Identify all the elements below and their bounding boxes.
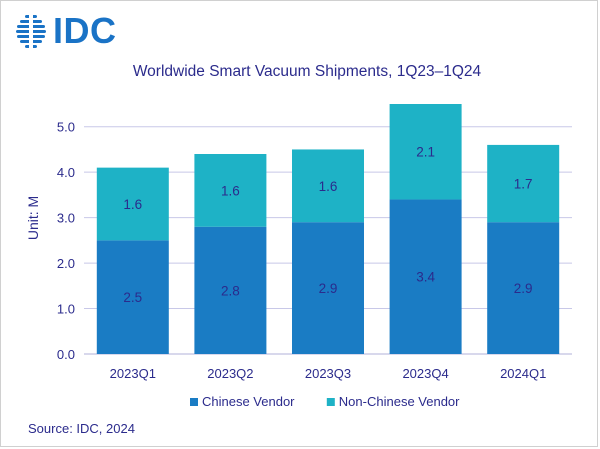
bar-segment (292, 149, 364, 223)
legend-swatch (326, 398, 335, 406)
bar-segment (194, 154, 267, 227)
bar-segment (96, 167, 169, 241)
data-label: 1.6 (123, 197, 142, 212)
y-tick-label: 5.0 (57, 120, 75, 135)
bar-segment (389, 199, 462, 354)
idc-logo: IDC (15, 10, 117, 51)
bar-segment (96, 240, 169, 354)
y-tick-label: 3.0 (57, 211, 75, 226)
data-label: 2.9 (319, 281, 338, 296)
chart-title: Worldwide Smart Vacuum Shipments, 1Q23–1… (133, 63, 482, 80)
bar-segment (292, 222, 364, 354)
data-label: 1.6 (319, 179, 338, 194)
x-tick-label: 2023Q2 (207, 366, 253, 381)
x-tick-label: 2024Q1 (500, 366, 546, 381)
bar-segment (194, 226, 267, 354)
data-label: 2.8 (221, 283, 240, 298)
y-tick-label: 0.0 (57, 347, 75, 362)
bar-segment (487, 144, 560, 223)
x-tick-label: 2023Q3 (305, 366, 351, 381)
y-tick-label: 4.0 (57, 165, 75, 180)
legend-swatch (190, 398, 198, 406)
bar-segment (487, 222, 560, 354)
logo-text: IDC (53, 10, 117, 51)
data-label: 1.7 (514, 177, 533, 192)
legend-label: Chinese Vendor (202, 394, 295, 409)
y-axis-label: Unit: M (25, 196, 41, 240)
globe-icon (16, 14, 46, 48)
data-label: 2.1 (416, 145, 435, 160)
data-label: 2.9 (514, 281, 533, 296)
bar-segment (389, 104, 462, 200)
data-label: 3.4 (416, 270, 435, 285)
source-note: Source: IDC, 2024 (28, 421, 135, 436)
x-tick-label: 2023Q1 (110, 366, 156, 381)
y-tick-label: 2.0 (57, 256, 75, 271)
x-tick-label: 2023Q4 (402, 366, 448, 381)
data-label: 2.5 (123, 290, 142, 305)
legend-label: Non-Chinese Vendor (339, 394, 460, 409)
y-tick-label: 1.0 (57, 302, 75, 317)
data-label: 1.6 (221, 183, 240, 198)
